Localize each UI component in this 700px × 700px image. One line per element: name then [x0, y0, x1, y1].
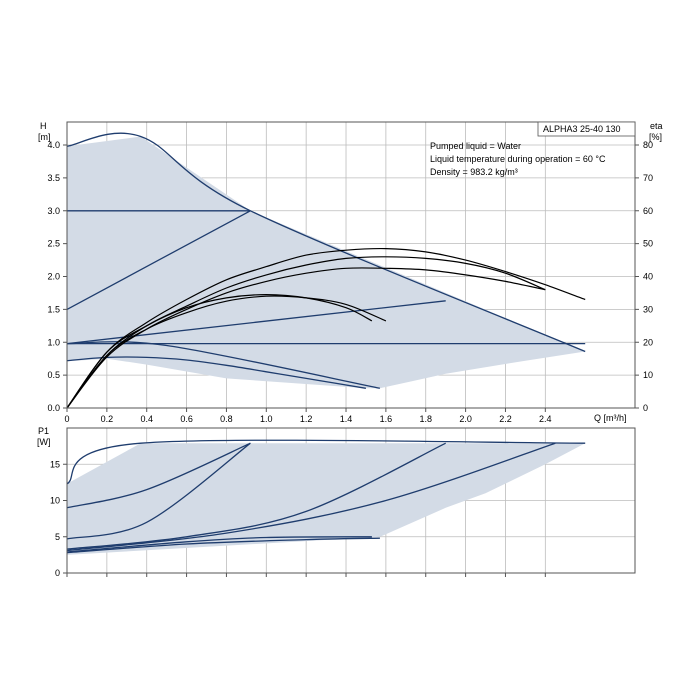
y-tick-label: 1.0 [47, 337, 60, 347]
p1-axis-unit: [W] [37, 437, 51, 447]
power-curves [66, 439, 586, 554]
annotation-density: Density = 983.2 kg/m³ [430, 167, 518, 177]
power-curve [66, 442, 556, 552]
power-operating-area [67, 443, 586, 555]
p1-axis-label: P1 [38, 426, 49, 436]
y2-tick-label: 0 [643, 403, 648, 413]
x-tick-label: 1.2 [300, 414, 313, 424]
power-curve [66, 442, 251, 509]
x-tick-label: 0 [64, 414, 69, 424]
y2-tick-label: 50 [643, 239, 653, 249]
head-operating-area [67, 136, 586, 389]
y-tick-label: 3.0 [47, 206, 60, 216]
power-area-shape [67, 443, 586, 555]
power-curve [66, 537, 380, 554]
y-tick-label: 0.5 [47, 370, 60, 380]
x-tick-label: 0.2 [101, 414, 114, 424]
y-tick-label: 1.5 [47, 304, 60, 314]
head-ticks: 0 0.2 0.4 0.6 0.8 1.0 1.2 1.4 1.6 1.8 2.0 2.2 2.4 0.0… [47, 140, 653, 424]
efficiency-curves [66, 247, 586, 409]
x-axis-label: Q [m³/h] [594, 413, 627, 423]
efficiency-curve [66, 247, 586, 409]
x-tick-label: 2.0 [459, 414, 472, 424]
y2-axis-label-eta: eta [650, 121, 663, 131]
x-tick-label: 2.2 [499, 414, 512, 424]
power-curve [66, 536, 372, 553]
head-plot-frame [66, 121, 636, 409]
power-panel: 0 5 10 15 P1 [W] [37, 426, 636, 578]
model-title: ALPHA3 25-40 130 [543, 124, 621, 134]
y-tick-label: 0.0 [47, 403, 60, 413]
x-tick-label: 1.0 [260, 414, 273, 424]
model-title-box [537, 121, 636, 137]
y-tick-label: 2.5 [47, 239, 60, 249]
pump-curve [66, 300, 446, 345]
pump-curve [66, 132, 586, 353]
y2-tick-label: 40 [643, 272, 653, 282]
power-ticks: 0 5 10 15 [50, 459, 546, 578]
p1-tick-label: 15 [50, 459, 60, 469]
x-tick-label: 1.4 [340, 414, 353, 424]
y2-tick-label: 70 [643, 173, 653, 183]
efficiency-curve [66, 293, 373, 409]
x-tick-label: 0.4 [140, 414, 153, 424]
y2-tick-label: 30 [643, 304, 653, 314]
y-axis-label-h: H [40, 121, 47, 131]
head-panel: 0 0.2 0.4 0.6 0.8 1.0 1.2 1.4 1.6 1.8 2.0 2.2 2.4 0.0… [38, 121, 663, 424]
pump-curve [66, 341, 381, 389]
x-tick-label: 1.6 [380, 414, 393, 424]
x-tick-label: 0.8 [220, 414, 233, 424]
y2-tick-label: 10 [643, 370, 653, 380]
y-axis-unit-m: [m] [38, 132, 51, 142]
y-tick-label: 4.0 [47, 140, 60, 150]
pump-curve [66, 356, 367, 389]
x-tick-label: 2.4 [539, 414, 552, 424]
y2-tick-label: 60 [643, 206, 653, 216]
x-tick-label: 1.8 [419, 414, 432, 424]
head-area-shape [67, 136, 586, 389]
p1-tick-label: 10 [50, 496, 60, 506]
efficiency-curve [66, 295, 387, 409]
y-tick-label: 2.0 [47, 272, 60, 282]
y2-tick-label: 80 [643, 140, 653, 150]
y2-axis-unit-pct: [%] [649, 132, 662, 142]
annotation-temperature: Liquid temperature during operation = 60… [430, 154, 606, 164]
power-curve [66, 442, 446, 550]
p1-tick-label: 5 [55, 532, 60, 542]
y-tick-label: 3.5 [47, 173, 60, 183]
power-curve [66, 442, 251, 540]
x-tick-label: 0.6 [180, 414, 193, 424]
power-curve [66, 439, 586, 485]
y2-tick-label: 20 [643, 337, 653, 347]
p1-tick-label: 0 [55, 568, 60, 578]
annotation-liquid: Pumped liquid = Water [430, 141, 521, 151]
pump-curve [66, 210, 251, 310]
